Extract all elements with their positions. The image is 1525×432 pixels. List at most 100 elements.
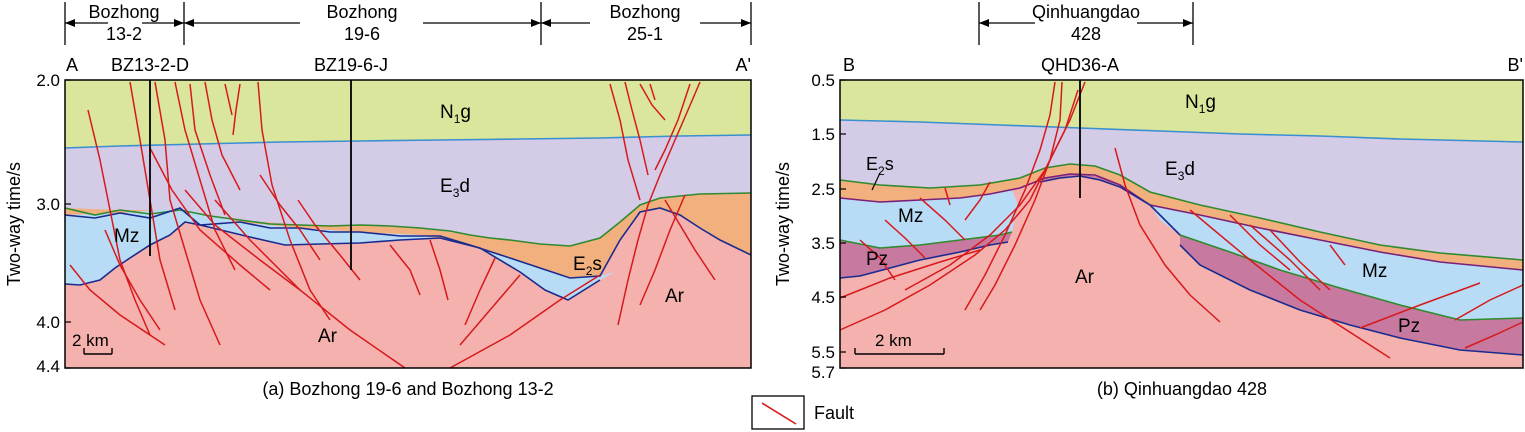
panel-a-scale-bar	[83, 348, 113, 355]
unit-label-e3d: E3d	[1165, 159, 1195, 183]
unit-label-mz: Mz	[114, 226, 139, 247]
panel-a-mz-layer	[65, 208, 615, 300]
panel-a-caption: (a) Bozhong 19-6 and Bozhong 13-2	[262, 379, 553, 399]
fault-legend-label: Fault	[814, 403, 854, 423]
unit-label-ar: Ar	[318, 326, 338, 347]
field-name: 25-1	[627, 24, 663, 44]
unit-label-pz: Pz	[1398, 316, 1420, 337]
scale-bar-label: 2 km	[875, 331, 912, 350]
e2s-leader-line	[871, 172, 881, 191]
unit-label-mz: Mz	[1362, 261, 1387, 282]
fault-line	[389, 244, 421, 296]
fault-line	[1114, 147, 1221, 323]
fault-line	[449, 274, 601, 369]
fault-line	[649, 83, 656, 101]
panel-b-horizon-top-mz	[839, 173, 1524, 271]
panel-b-e3d-layer	[840, 120, 1523, 260]
panel-b-faults	[839, 81, 1524, 359]
well-label: BZ19-6-J	[314, 55, 388, 75]
fault-line	[174, 81, 236, 271]
fault-line	[1359, 282, 1481, 329]
fault-line	[259, 174, 321, 261]
unit-label-n1g: N1g	[440, 102, 471, 126]
section-end-label: A'	[736, 55, 751, 75]
panel-a-horizon-top-e2s	[64, 192, 752, 247]
fault-line	[639, 194, 686, 306]
field-name: Bozhong	[326, 2, 397, 22]
fault-line	[1464, 321, 1524, 349]
unit-label-pz: Pz	[866, 249, 888, 270]
fault-line	[429, 239, 449, 301]
section-end-label: B'	[1508, 55, 1523, 75]
panel-b-pz-cap	[1040, 174, 1120, 185]
unit-label-ar: Ar	[665, 286, 685, 307]
y-tick-label: 3.5	[811, 234, 835, 253]
field-name: 428	[1071, 24, 1101, 44]
field-name: Qinhuangdao	[1032, 2, 1140, 22]
fault-line	[654, 83, 691, 171]
panel-b-frame	[839, 79, 1524, 369]
panel-a-e2s-layer	[65, 193, 751, 278]
fault-line	[839, 249, 981, 299]
fault-line	[189, 83, 226, 216]
unit-label-e2s: E2s	[573, 254, 602, 278]
fault-legend-line	[761, 402, 797, 425]
y-tick-label: 1.5	[811, 125, 835, 144]
fault-line	[664, 199, 716, 281]
panel-a: 2.0 3.0 4.0 4.4 Two-way time/s Bozhong	[4, 2, 752, 399]
unit-label-e2s: E2s	[866, 154, 894, 178]
y-tick-label: 0.5	[811, 71, 835, 90]
panel-b-horizon-pz-base-right	[1179, 244, 1524, 356]
section-end-label: A	[66, 55, 78, 75]
panel-a-horizon-top-e3d	[64, 134, 752, 149]
panel-b-scale-bar	[854, 348, 945, 355]
fault-line	[204, 81, 241, 191]
field-name: 19-6	[344, 24, 380, 44]
y-tick-label: 2.0	[36, 71, 60, 90]
unit-label-e3d: E3d	[440, 176, 470, 200]
field-name: Bozhong	[609, 2, 680, 22]
section-end-label: B	[843, 55, 855, 75]
unit-label-ar: Ar	[1075, 267, 1095, 288]
scale-bar-label: 2 km	[72, 331, 109, 350]
unit-label-n1g: N1g	[1185, 92, 1216, 116]
fault-line	[964, 181, 991, 221]
y-axis-label: Two-way time/s	[4, 162, 24, 286]
fault-line	[884, 219, 926, 259]
panel-b-horizon-pz-base-left	[839, 241, 1009, 279]
fault-line	[257, 81, 331, 321]
fault-line	[1329, 244, 1346, 266]
legend: Fault	[751, 395, 854, 430]
fault-line	[154, 81, 221, 346]
panel-b-horizon-top-basement	[1039, 175, 1181, 236]
fault-line	[904, 89, 1079, 291]
panel-a-frame	[64, 79, 752, 369]
panel-a-horizon-top-basement	[64, 207, 752, 279]
fault-line	[1189, 209, 1391, 359]
well-label: BZ13-2-D	[111, 55, 189, 75]
fault-line	[1269, 229, 1331, 291]
panel-b-horizon-top-e2s	[839, 163, 1524, 261]
fault-line	[624, 81, 649, 176]
fault-line	[224, 83, 233, 116]
panel-b-e2s-layer	[840, 164, 1523, 270]
fault-line	[944, 187, 951, 206]
fault-line	[69, 264, 166, 346]
panel-b-n1g-layer	[840, 80, 1523, 142]
y-tick-label: 5.7	[811, 363, 835, 382]
panel-b-y-axis: 0.5 1.5 2.5 3.5 4.5 5.5 5.7 Two-way time…	[773, 71, 846, 382]
fault-line	[184, 189, 301, 291]
fault-line	[919, 197, 966, 241]
panel-b-pz-layer-left	[840, 232, 1012, 278]
panel-b-horizon-mz-base-right	[1179, 234, 1524, 321]
fault-line	[149, 147, 271, 291]
fault-line	[104, 229, 161, 331]
field-name: Bozhong	[88, 2, 159, 22]
fault-line	[639, 83, 666, 121]
y-tick-label: 4.0	[36, 313, 60, 332]
fault-line	[1249, 224, 1321, 291]
panel-b-mz-layer-right	[1150, 205, 1523, 320]
y-tick-label: 4.5	[811, 288, 835, 307]
y-tick-label: 2.5	[811, 180, 835, 199]
